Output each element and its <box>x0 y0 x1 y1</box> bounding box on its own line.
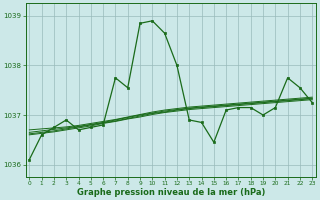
X-axis label: Graphe pression niveau de la mer (hPa): Graphe pression niveau de la mer (hPa) <box>76 188 265 197</box>
